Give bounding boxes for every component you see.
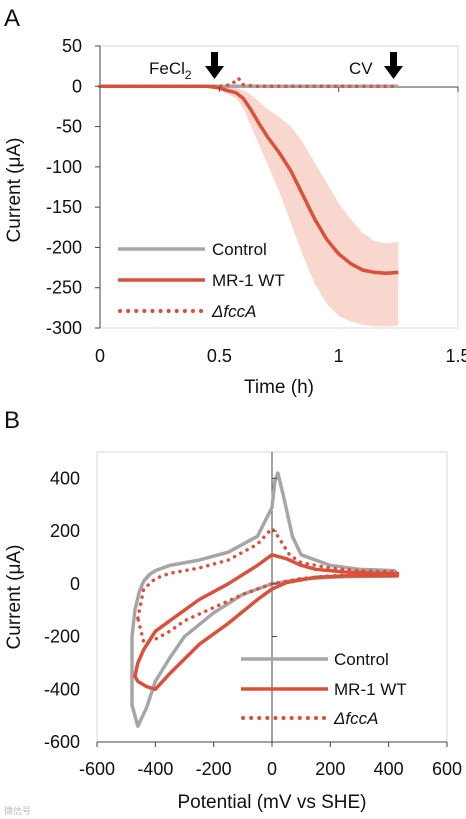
legend-a-fcca-label: ΔfccA (211, 302, 256, 321)
panel-b-legend: Control MR-1 WT ΔfccA (241, 650, 407, 728)
annotation-fecl2-main: FeCl (149, 59, 185, 78)
a-xtick-label: 1 (334, 346, 344, 366)
fecl2-arrow-icon (205, 52, 224, 79)
b-ytick-label: 0 (70, 574, 80, 594)
panel-a-y-axis-label: Current (μA) (4, 138, 25, 243)
a-ytick-label: -200 (46, 237, 82, 257)
a-ytick-label: 50 (62, 36, 82, 56)
legend-b-fcca-label: ΔfccA (333, 709, 378, 728)
panel-a-error-band (100, 86, 399, 327)
panel-a-x-ticks: 0 0.5 1 1.5 (95, 87, 466, 366)
panel-b-y-ticks: 400 200 0 -200 -400 -600 (44, 468, 277, 752)
panel-a-series-1 (100, 84, 399, 275)
a-ytick-label: -250 (46, 278, 82, 298)
legend-b-control-label: Control (334, 650, 389, 669)
watermark: 微信号 (4, 805, 31, 816)
panel-b-series-1 (133, 553, 400, 692)
b-ytick-label: 200 (50, 521, 80, 541)
panel-a: A 50 0 -50 -100 -150 -200 -250 -300 0 0.5 1 1.5 Ti… (4, 5, 466, 398)
panel-b-x-ticks: -600 -400 -200 0 200 400 600 (79, 742, 462, 779)
a-ytick-label: -100 (46, 157, 82, 177)
panel-a-label: A (4, 5, 20, 32)
panel-b-y-axis-label: Current (μA) (4, 545, 25, 650)
panel-b-series (130, 471, 400, 728)
b-xtick-label: 400 (374, 759, 404, 779)
b-ytick-label: -200 (44, 627, 80, 647)
legend-b-wt-label: MR-1 WT (334, 680, 407, 699)
a-xtick-label: 1.5 (445, 346, 466, 366)
b-xtick-label: 0 (267, 759, 277, 779)
a-xtick-label: 0.5 (207, 346, 232, 366)
panel-a-series (98, 76, 401, 275)
panel-a-annotation-cv: CV (349, 59, 373, 78)
panel-b-label: B (4, 407, 20, 434)
b-xtick-label: 600 (432, 759, 462, 779)
a-ytick-label: -300 (46, 318, 82, 338)
panel-b-series-2 (136, 526, 400, 644)
a-ytick-label: 0 (72, 76, 82, 96)
panel-b-series-0 (130, 471, 400, 728)
b-xtick-label: -600 (79, 759, 115, 779)
a-xtick-label: 0 (95, 346, 105, 366)
legend-a-wt-label: MR-1 WT (212, 271, 285, 290)
panel-a-annotation-fecl2: FeCl2 (149, 59, 192, 82)
panel-a-y-ticks: 50 0 -50 -100 -150 -200 -250 -300 (46, 36, 100, 338)
a-ytick-label: -50 (56, 117, 82, 137)
b-ytick-label: 400 (50, 468, 80, 488)
b-xtick-label: 200 (315, 759, 345, 779)
panel-b-x-axis-label: Potential (mV vs SHE) (178, 792, 367, 813)
b-ytick-label: -400 (44, 679, 80, 699)
annotation-fecl2-sub: 2 (185, 68, 192, 82)
b-ytick-label: -600 (44, 732, 80, 752)
cv-arrow-icon (384, 52, 403, 79)
b-xtick-label: -200 (196, 759, 232, 779)
panel-a-x-axis-label: Time (h) (244, 377, 314, 398)
b-xtick-label: -400 (137, 759, 173, 779)
a-ytick-label: -150 (46, 197, 82, 217)
panel-a-legend: Control MR-1 WT ΔfccA (118, 240, 285, 321)
legend-a-control-label: Control (212, 240, 267, 259)
wt-error-band (100, 86, 399, 327)
